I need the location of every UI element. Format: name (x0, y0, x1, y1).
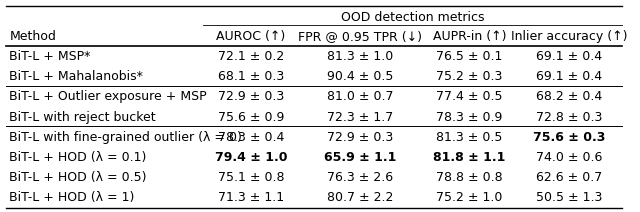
Text: BiT-L + HOD (λ = 0.5): BiT-L + HOD (λ = 0.5) (10, 171, 147, 184)
Text: 72.3 ± 1.7: 72.3 ± 1.7 (327, 111, 394, 124)
Text: 75.2 ± 1.0: 75.2 ± 1.0 (436, 191, 502, 204)
Text: 81.3 ± 0.5: 81.3 ± 0.5 (436, 131, 502, 144)
Text: 78.3 ± 0.4: 78.3 ± 0.4 (218, 131, 284, 144)
Text: 90.4 ± 0.5: 90.4 ± 0.5 (327, 70, 394, 83)
Text: 68.2 ± 0.4: 68.2 ± 0.4 (536, 91, 602, 103)
Text: 75.6 ± 0.3: 75.6 ± 0.3 (533, 131, 605, 144)
Text: 81.8 ± 1.1: 81.8 ± 1.1 (433, 151, 506, 164)
Text: 72.8 ± 0.3: 72.8 ± 0.3 (536, 111, 603, 124)
Text: 78.3 ± 0.9: 78.3 ± 0.9 (436, 111, 502, 124)
Text: FPR @ 0.95 TPR (↓): FPR @ 0.95 TPR (↓) (298, 30, 422, 43)
Text: 77.4 ± 0.5: 77.4 ± 0.5 (436, 91, 502, 103)
Text: Method: Method (10, 30, 56, 43)
Text: BiT-L with fine-grained outlier (λ = 0): BiT-L with fine-grained outlier (λ = 0) (10, 131, 243, 144)
Text: BiT-L + HOD (λ = 0.1): BiT-L + HOD (λ = 0.1) (10, 151, 147, 164)
Text: 65.9 ± 1.1: 65.9 ± 1.1 (324, 151, 396, 164)
Text: BiT-L + MSP*: BiT-L + MSP* (10, 50, 91, 63)
Text: 76.3 ± 2.6: 76.3 ± 2.6 (327, 171, 393, 184)
Text: Inlier accuracy (↑): Inlier accuracy (↑) (511, 30, 628, 43)
Text: 72.9 ± 0.3: 72.9 ± 0.3 (327, 131, 394, 144)
Text: 76.5 ± 0.1: 76.5 ± 0.1 (436, 50, 502, 63)
Text: 74.0 ± 0.6: 74.0 ± 0.6 (536, 151, 603, 164)
Text: 50.5 ± 1.3: 50.5 ± 1.3 (536, 191, 603, 204)
Text: AUROC (↑): AUROC (↑) (216, 30, 285, 43)
Text: 78.8 ± 0.8: 78.8 ± 0.8 (436, 171, 503, 184)
Text: 81.3 ± 1.0: 81.3 ± 1.0 (327, 50, 394, 63)
Text: 69.1 ± 0.4: 69.1 ± 0.4 (536, 50, 602, 63)
Text: BiT-L with reject bucket: BiT-L with reject bucket (10, 111, 156, 124)
Text: BiT-L + HOD (λ = 1): BiT-L + HOD (λ = 1) (10, 191, 135, 204)
Text: 75.6 ± 0.9: 75.6 ± 0.9 (218, 111, 284, 124)
Text: 80.7 ± 2.2: 80.7 ± 2.2 (327, 191, 394, 204)
Text: BiT-L + Outlier exposure + MSP: BiT-L + Outlier exposure + MSP (10, 91, 207, 103)
Text: AUPR-in (↑): AUPR-in (↑) (433, 30, 506, 43)
Text: 71.3 ± 1.1: 71.3 ± 1.1 (218, 191, 284, 204)
Text: BiT-L + Mahalanobis*: BiT-L + Mahalanobis* (10, 70, 143, 83)
Text: 81.0 ± 0.7: 81.0 ± 0.7 (327, 91, 394, 103)
Text: 69.1 ± 0.4: 69.1 ± 0.4 (536, 70, 602, 83)
Text: 72.9 ± 0.3: 72.9 ± 0.3 (218, 91, 284, 103)
Text: 79.4 ± 1.0: 79.4 ± 1.0 (214, 151, 287, 164)
Text: 72.1 ± 0.2: 72.1 ± 0.2 (218, 50, 284, 63)
Text: 62.6 ± 0.7: 62.6 ± 0.7 (536, 171, 602, 184)
Text: 68.1 ± 0.3: 68.1 ± 0.3 (218, 70, 284, 83)
Text: 75.1 ± 0.8: 75.1 ± 0.8 (218, 171, 284, 184)
Text: 75.2 ± 0.3: 75.2 ± 0.3 (436, 70, 502, 83)
Text: OOD detection metrics: OOD detection metrics (340, 11, 484, 24)
